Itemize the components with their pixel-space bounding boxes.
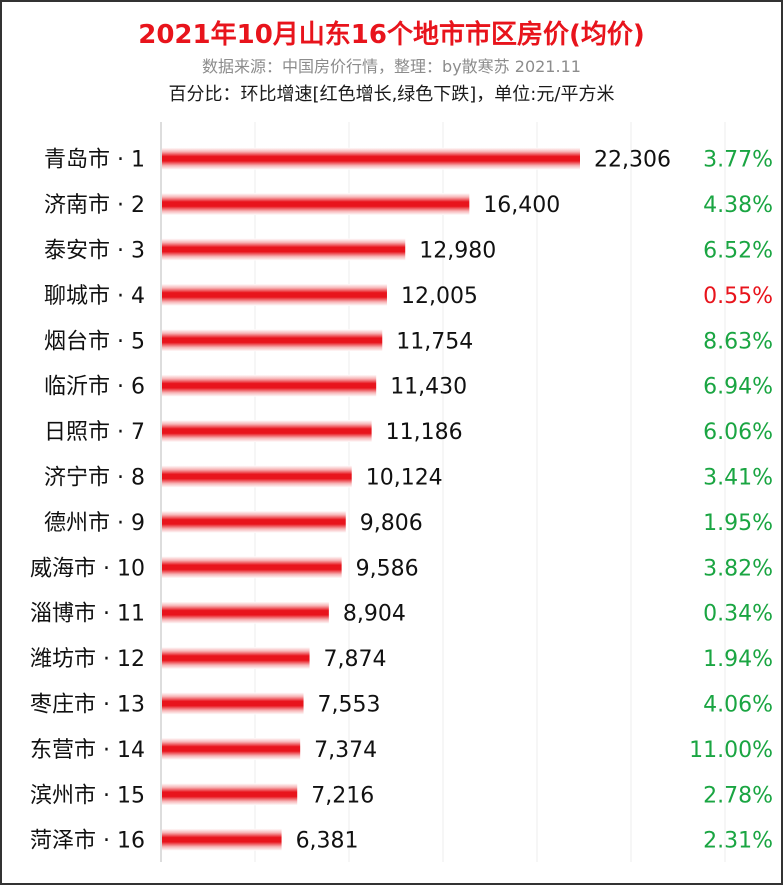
mom-change-label: 2.78% [703, 783, 773, 808]
bar [162, 147, 580, 170]
bar [162, 737, 301, 760]
mom-change-label: 4.06% [703, 693, 773, 718]
category-label: 潍坊市 · 12 [30, 647, 145, 672]
mom-change-label: 3.41% [703, 466, 773, 491]
category-label: 烟台市 · 5 [44, 329, 145, 354]
value-label: 7,874 [324, 647, 387, 672]
bar [162, 692, 304, 715]
bar [162, 283, 387, 306]
bar [162, 329, 383, 352]
chart-title: 2021年10月山东16个地市市区房价(均价) [138, 20, 645, 50]
category-label: 枣庄市 · 13 [30, 693, 145, 718]
bar [162, 647, 310, 670]
category-label: 东营市 · 14 [30, 738, 145, 763]
mom-change-label: 4.38% [703, 193, 773, 218]
value-label: 8,904 [343, 602, 406, 627]
category-label: 聊城市 · 4 [44, 284, 145, 309]
bar [162, 510, 346, 533]
category-label: 德州市 · 9 [44, 511, 145, 536]
bar [162, 238, 406, 261]
chart-subtitle: 数据来源：中国房价行情，整理：by散寒苏 2021.11 [202, 57, 581, 76]
value-label: 22,306 [594, 148, 671, 173]
bar [162, 601, 329, 624]
category-label: 滨州市 · 15 [30, 783, 145, 808]
value-label: 10,124 [366, 466, 443, 491]
mom-change-label: 0.34% [703, 602, 773, 627]
mom-change-label: 6.52% [703, 239, 773, 264]
bar [162, 465, 352, 488]
mom-change-label: 1.95% [703, 511, 773, 536]
value-label: 11,186 [386, 420, 463, 445]
category-label: 泰安市 · 3 [44, 239, 145, 264]
value-label: 9,806 [360, 511, 423, 536]
value-label: 9,586 [356, 556, 419, 581]
mom-change-label: 3.82% [703, 556, 773, 581]
category-label: 济南市 · 2 [44, 193, 145, 218]
mom-change-label: 11.00% [689, 738, 773, 763]
bar [162, 420, 372, 443]
mom-change-label: 0.55% [703, 284, 773, 309]
value-label: 11,754 [396, 329, 473, 354]
value-label: 12,980 [419, 239, 496, 264]
bar [162, 556, 342, 579]
mom-change-label: 3.77% [703, 148, 773, 173]
bar [162, 374, 377, 397]
bar [162, 783, 298, 806]
mom-change-label: 6.94% [703, 375, 773, 400]
category-label: 临沂市 · 6 [44, 375, 145, 400]
value-label: 12,005 [401, 284, 478, 309]
category-label: 菏泽市 · 16 [30, 829, 145, 854]
category-label: 威海市 · 10 [30, 556, 145, 581]
mom-change-label: 2.31% [703, 829, 773, 854]
value-label: 6,381 [296, 829, 359, 854]
value-label: 7,374 [314, 738, 377, 763]
mom-change-label: 6.06% [703, 420, 773, 445]
value-label: 11,430 [390, 375, 467, 400]
value-label: 7,216 [311, 783, 374, 808]
mom-change-label: 1.94% [703, 647, 773, 672]
category-label: 济宁市 · 8 [44, 466, 145, 491]
bar [162, 193, 470, 216]
category-label: 淄博市 · 11 [30, 602, 145, 627]
value-label: 16,400 [483, 193, 560, 218]
category-label: 日照市 · 7 [44, 420, 145, 445]
category-label: 青岛市 · 1 [44, 148, 145, 173]
bars [162, 147, 580, 851]
value-label: 7,553 [318, 693, 381, 718]
labels: 青岛市 · 1 22,306 3.77% 济南市 · 2 16,400 4.38% 泰安市 … [30, 148, 773, 854]
mom-change-label: 8.63% [703, 329, 773, 354]
bar [162, 828, 282, 851]
chart-note: 百分比：环比增速[红色增长,绿色下跌]，单位:元/平方米 [168, 84, 615, 105]
